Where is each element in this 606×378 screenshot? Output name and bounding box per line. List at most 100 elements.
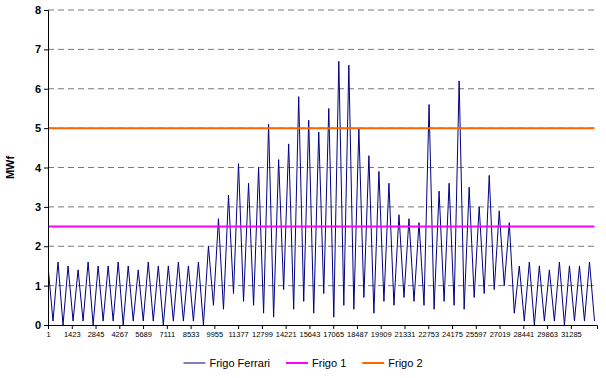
tick-label: 24175 [442, 330, 463, 339]
legend: Frigo Ferrari Frigo 1 Frigo 2 [183, 357, 422, 369]
tick-label: 1 [35, 280, 41, 292]
legend-label: Frigo 2 [388, 357, 422, 369]
axis-title: MWf [4, 156, 16, 180]
tick: 7 [35, 43, 48, 55]
tick-mark [571, 325, 572, 329]
series-group [48, 61, 595, 325]
tick-label: 5689 [135, 330, 152, 339]
tick-label: 2845 [88, 330, 105, 339]
tick: 0 [35, 319, 48, 331]
tick: 1 [46, 325, 50, 339]
tick: 25597 [466, 325, 487, 339]
legend-swatch [183, 363, 205, 364]
tick-mark [119, 325, 120, 329]
axis-line [49, 326, 598, 330]
tick-label: 6 [35, 83, 41, 95]
tick: 31285 [561, 325, 582, 339]
tick-mark [44, 49, 48, 50]
tick-label: 17065 [323, 330, 344, 339]
grid-line [48, 128, 597, 129]
tick-mark [500, 325, 501, 329]
legend-label: Frigo Ferrari [209, 357, 270, 369]
tick-mark [44, 207, 48, 208]
tick: 4267 [111, 325, 128, 339]
tick-mark [44, 168, 48, 169]
tick-mark [476, 325, 477, 329]
tick: 1 [35, 280, 48, 292]
tick-mark [404, 325, 405, 329]
tick: 29863 [537, 325, 558, 339]
tick-label: 2 [35, 240, 41, 252]
legend-item: Frigo 2 [362, 357, 422, 369]
tick-mark [44, 325, 48, 326]
tick: 5 [35, 122, 48, 134]
tick: 2 [35, 240, 48, 252]
grid-line [48, 88, 597, 89]
series-line [48, 226, 595, 228]
tick: 19909 [371, 325, 392, 339]
tick-label: 31285 [561, 330, 582, 339]
tick-mark [191, 325, 192, 329]
tick-mark [167, 325, 168, 329]
series-line [48, 61, 595, 325]
tick-label: 7 [35, 43, 41, 55]
grid-line [48, 206, 597, 207]
tick-label: 9955 [207, 330, 224, 339]
tick-label: 11377 [228, 330, 248, 339]
tick-label: 19909 [371, 330, 392, 339]
tick: 1423 [64, 325, 81, 339]
plot-area: 0123456781142328454267568971118533995511… [35, 4, 598, 339]
tick-label: 15643 [299, 330, 320, 339]
grid-line [48, 49, 597, 50]
tick: 21331 [395, 325, 416, 339]
legend-swatch [362, 362, 384, 364]
tick-mark [143, 325, 144, 329]
tick: 9955 [207, 325, 224, 339]
tick: 24175 [442, 325, 463, 339]
tick: 2845 [88, 325, 105, 339]
tick: 18487 [347, 325, 368, 339]
tick-mark [357, 325, 358, 329]
tick: 8533 [183, 325, 200, 339]
tick-label: 29863 [537, 330, 558, 339]
tick-mark [44, 286, 48, 287]
x-axis: 1142328454267568971118533995511377127991… [46, 325, 597, 339]
grid-line [48, 10, 597, 11]
tick: 14221 [276, 325, 297, 339]
tick: 17065 [323, 325, 344, 339]
tick-label: 7111 [160, 330, 176, 339]
tick: 22753 [418, 325, 439, 339]
grid-line [48, 167, 597, 168]
tick-mark [333, 325, 334, 329]
tick-label: 4 [35, 162, 42, 174]
tick-mark [72, 325, 73, 329]
tick-label: 21331 [395, 330, 416, 339]
tick-label: 1 [46, 330, 50, 339]
tick-mark [452, 325, 453, 329]
tick: 3 [35, 201, 48, 213]
tick: 28441 [513, 325, 534, 339]
chart: 0123456781142328454267568971118533995511… [0, 0, 606, 378]
tick-label: 1423 [64, 330, 81, 339]
tick: 15643 [299, 325, 320, 339]
tick: 4 [35, 162, 48, 174]
tick-mark [309, 325, 310, 329]
tick-mark [96, 325, 97, 329]
tick: 27019 [490, 325, 511, 339]
legend-label: Frigo 1 [312, 357, 346, 369]
tick: 8 [35, 4, 48, 16]
tick: 12799 [252, 325, 273, 339]
tick: 11377 [228, 325, 248, 339]
tick: 6 [35, 83, 48, 95]
legend-item: Frigo 1 [286, 357, 346, 369]
tick-mark [523, 325, 524, 329]
tick-mark [262, 325, 263, 329]
legend-swatch [286, 362, 308, 364]
tick: 7111 [160, 325, 176, 339]
tick: 5689 [135, 325, 152, 339]
series-line [48, 127, 595, 129]
tick-label: 18487 [347, 330, 368, 339]
tick-label: 3 [35, 201, 41, 213]
y-axis: 0 1 2 3 4 5 6 7 8 [35, 4, 49, 331]
tick-mark [547, 325, 548, 329]
